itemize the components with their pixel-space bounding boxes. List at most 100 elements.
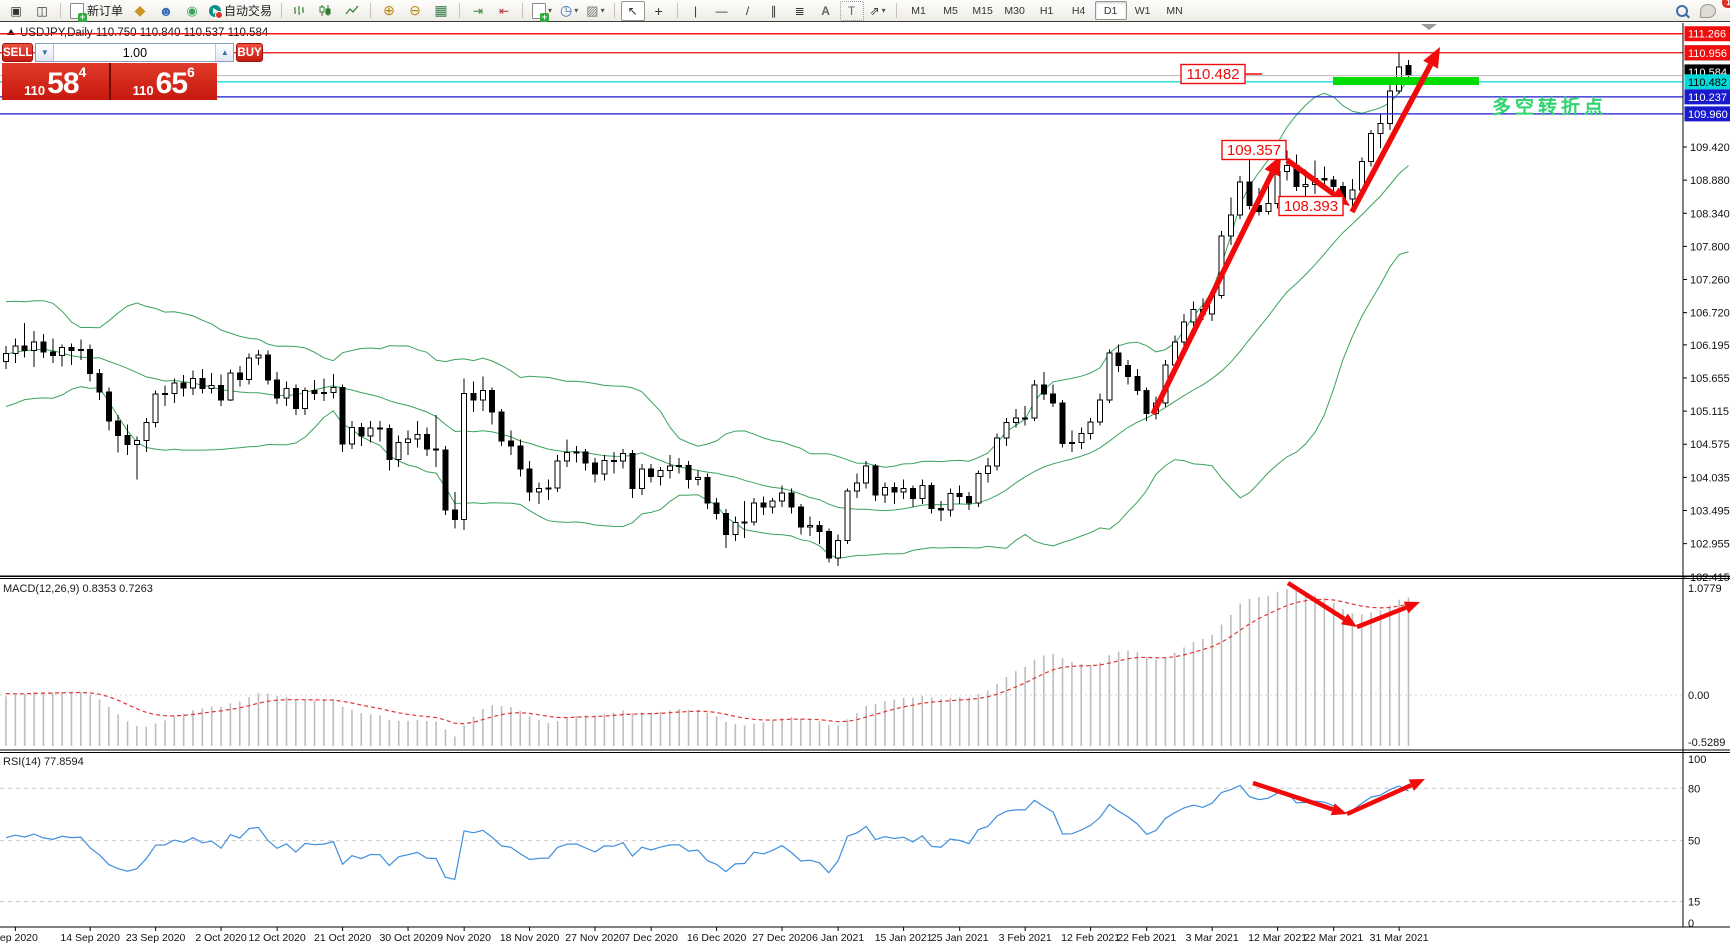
x-tick-label[interactable]: 12 Feb 2021 (1061, 932, 1120, 944)
cn-annotation-text[interactable]: 多空转折点 (1492, 95, 1607, 118)
buy-price-button[interactable]: 110 65 6 (110, 63, 217, 100)
autotrading-button[interactable]: 自动交易 (206, 1, 275, 21)
trendline-tool[interactable]: / (745, 3, 750, 18)
x-tick-label[interactable]: 16 Dec 2020 (687, 932, 747, 944)
x-tick-label[interactable]: 7 Dec 2020 (624, 932, 678, 944)
line-chart-type-icon[interactable] (340, 1, 364, 21)
period-dropdown[interactable]: ◷ ▾ (560, 2, 579, 18)
annotation-box-109.357[interactable] (1221, 139, 1287, 161)
crosshair-tool[interactable]: + (654, 2, 663, 19)
macd-signal-line[interactable] (5, 598, 1409, 725)
toolbar-separator (281, 3, 283, 18)
volume-decrease-button[interactable]: ▼ (36, 44, 55, 61)
x-tick-label[interactable]: 25 Jan 2021 (931, 932, 989, 944)
x-tick-label[interactable]: 2 Oct 2020 (195, 932, 247, 944)
new-order-icon: + (70, 2, 87, 22)
scroll-marker-triangle[interactable] (1421, 24, 1437, 30)
x-tick-label[interactable]: 23 Sep 2020 (126, 932, 186, 944)
tile-windows-icon[interactable]: ▦ (434, 2, 448, 18)
horizontal-line-tool[interactable]: — (715, 3, 728, 18)
x-tick-label[interactable]: 9 Nov 2020 (437, 932, 491, 944)
community-icon[interactable]: ☻ (158, 2, 174, 19)
template-dropdown[interactable]: ▨ ▾ (586, 2, 605, 18)
arrows-tool[interactable]: ⇗ ▾ (869, 3, 886, 18)
x-tick-label[interactable]: 6 Jan 2021 (812, 932, 864, 944)
x-tick-label[interactable]: 18 Nov 2020 (500, 932, 560, 944)
sell-button[interactable]: SELL (2, 43, 34, 62)
x-tick-label[interactable]: 22 Mar 2021 (1304, 932, 1363, 944)
zoom-out-icon[interactable]: ⊖ (409, 2, 421, 18)
trend-arrow-macd-1[interactable] (1356, 605, 1407, 630)
text-tool[interactable]: A (821, 3, 830, 18)
x-tick-label[interactable]: 15 Jan 2021 (875, 932, 933, 944)
trend-arrow-macd-0[interactable] (1286, 581, 1346, 621)
channel-tool[interactable]: ∥ (770, 3, 777, 18)
timeframe-H4[interactable]: H4 (1071, 4, 1086, 17)
timeframe-D1[interactable]: D1 (1094, 1, 1127, 20)
candlestick-type-icon[interactable] (314, 1, 338, 21)
sell-price-button[interactable]: 110 58 4 (2, 63, 111, 100)
annotation-box-108.393[interactable] (1278, 195, 1344, 217)
x-tick-label[interactable]: 12 Mar 2021 (1248, 932, 1307, 944)
new-chart-button[interactable]: + ▾ (529, 1, 555, 22)
trend-arrow-main-0[interactable] (1150, 171, 1275, 416)
x-tick-label[interactable]: 3 Mar 2021 (1186, 932, 1239, 944)
candle-body (1096, 399, 1103, 423)
timeframe-H1[interactable]: H1 (1039, 4, 1054, 17)
candle-body (638, 468, 645, 490)
search-icon[interactable] (1670, 1, 1694, 21)
x-tick-label[interactable]: 3 Feb 2021 (999, 932, 1052, 944)
depth-of-market-icon[interactable]: ◆ (134, 2, 146, 18)
volume-input[interactable] (54, 44, 216, 61)
timeframe-M30[interactable]: M30 (1004, 4, 1025, 17)
fibonacci-tool[interactable]: ≣ (794, 3, 805, 18)
timeframe-M15[interactable]: M15 (972, 4, 993, 17)
trend-arrow-main-2[interactable] (1349, 63, 1434, 214)
rsi-line[interactable] (5, 784, 1409, 881)
trend-arrow-main-1[interactable] (1285, 157, 1336, 197)
candle-body (966, 496, 973, 504)
candle-body (1265, 202, 1272, 212)
cursor-tool[interactable]: ↖ (620, 0, 645, 21)
x-tick-label[interactable]: 31 Mar 2021 (1370, 932, 1429, 944)
buy-price-big: 65 (155, 67, 188, 100)
candle-body (984, 465, 991, 474)
bollinger-middle[interactable] (5, 165, 1409, 512)
bar-chart-type-icon[interactable] (288, 1, 312, 21)
green-highlight-bar[interactable] (1333, 77, 1479, 85)
x-tick-label[interactable]: 30 Oct 2020 (379, 932, 436, 944)
y-tick-label: 102.415 (1690, 572, 1730, 584)
annotation-text: 110.482 (1186, 66, 1239, 83)
buy-button[interactable]: BUY (236, 43, 263, 62)
candle-body (433, 448, 440, 451)
x-tick-label[interactable]: Sep 2020 (0, 932, 38, 944)
level-chip-110.237-text: 110.237 (1688, 92, 1727, 104)
trend-arrow-rsi-0[interactable] (1252, 780, 1334, 812)
vertical-line-tool[interactable]: | (694, 3, 698, 18)
signal-icon[interactable]: ◉ (186, 2, 198, 18)
zoom-in-icon[interactable]: ⊕ (383, 2, 395, 18)
x-tick-label[interactable]: 12 Oct 2020 (249, 932, 306, 944)
chart-shift-icon[interactable]: ⇥ (473, 3, 484, 18)
timeframe-W1[interactable]: W1 (1134, 4, 1151, 17)
timeframe-M5[interactable]: M5 (943, 4, 958, 17)
timeframe-M1[interactable]: M1 (911, 4, 926, 17)
notifications-button[interactable]: 1 (1696, 0, 1730, 21)
candle-body (395, 442, 402, 460)
x-tick-label[interactable]: 27 Dec 2020 (752, 932, 812, 944)
trend-arrow-rsi-1[interactable] (1346, 783, 1413, 817)
new-order-button[interactable]: + 新订单 (67, 1, 126, 22)
x-tick-label[interactable]: 21 Oct 2020 (314, 932, 371, 944)
volume-increase-button[interactable]: ▲ (215, 44, 234, 61)
timeframe-MN[interactable]: MN (1166, 4, 1183, 17)
market-watch-icon[interactable]: ▣ (10, 3, 22, 18)
chart-autoscroll-icon[interactable]: ⇤ (499, 3, 510, 18)
x-tick-label[interactable]: 22 Feb 2021 (1117, 932, 1176, 944)
toolbar-separator (459, 3, 461, 18)
text-label-tool[interactable]: T (839, 0, 864, 21)
x-tick-label[interactable]: 14 Sep 2020 (60, 932, 120, 944)
x-tick-label[interactable]: 27 Nov 2020 (565, 932, 625, 944)
data-window-icon[interactable]: ◫ (36, 3, 48, 18)
